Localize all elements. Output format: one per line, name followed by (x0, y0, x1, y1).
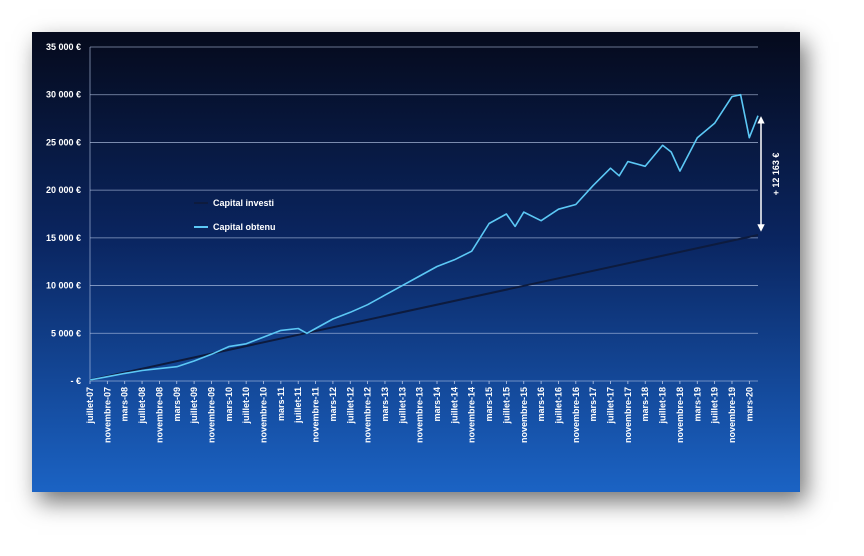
gridlines (89, 46, 758, 382)
x-tick-label: juillet-16 (553, 387, 563, 425)
y-tick-label: 35 000 € (46, 42, 81, 52)
legend-label: Capital obtenu (213, 222, 276, 232)
x-tick-label: juillet-18 (658, 387, 668, 425)
x-tick-label: novembre-17 (623, 387, 633, 443)
line-chart: - € 5 000 € 10 000 € 15 000 € 20 000 € 25 000… (32, 32, 800, 492)
x-tick-label: juillet-09 (189, 387, 199, 425)
x-tick-label: juillet-07 (85, 387, 95, 425)
x-tick-label: novembre-16 (571, 387, 581, 443)
legend-label: Capital investi (213, 198, 274, 208)
x-tick-label: novembre-12 (363, 387, 373, 443)
y-tick-label: 10 000 € (46, 281, 81, 291)
x-tick-label: mars-09 (172, 387, 182, 422)
gain-label: + 12 163 € (771, 153, 781, 196)
x-tick-label: novembre-09 (206, 387, 216, 443)
x-tick-label: juillet-15 (501, 387, 511, 425)
x-tick-label: novembre-19 (727, 387, 737, 443)
series-line-capital-investi (89, 234, 759, 381)
x-tick-label: mars-20 (744, 387, 754, 422)
x-tick-label: mars-11 (276, 387, 286, 421)
y-tick-label: 30 000 € (46, 90, 81, 100)
gain-annotation: + 12 163 € (757, 116, 781, 232)
x-tick-label: juillet-19 (710, 387, 720, 425)
x-tick-label: juillet-12 (345, 387, 355, 425)
x-tick-label: mars-16 (536, 387, 546, 422)
x-tick-label: juillet-13 (397, 387, 407, 425)
x-tick-label: mars-17 (588, 387, 598, 422)
x-tick-label: novembre-15 (519, 387, 529, 443)
y-axis-ticks: - € 5 000 € 10 000 € 15 000 € 20 000 € 25 000… (46, 42, 81, 386)
x-tick-label: juillet-14 (449, 387, 459, 425)
x-tick-label: mars-12 (328, 387, 338, 422)
x-tick-label: novembre-07 (102, 387, 112, 443)
x-tick-label: novembre-13 (415, 387, 425, 443)
y-tick-label: 5 000 € (51, 328, 81, 338)
y-tick-label: 20 000 € (46, 185, 81, 195)
x-tick-label: novembre-10 (259, 387, 269, 443)
legend: Capital investi Capital obtenu (194, 198, 276, 232)
x-axis-ticks: juillet-07 novembre-07 mars-08 juillet-08 no… (85, 381, 754, 443)
x-tick-label: mars-08 (120, 387, 130, 422)
chart-frame: - € 5 000 € 10 000 € 15 000 € 20 000 € 25 000… (32, 32, 800, 492)
x-tick-label: juillet-08 (137, 387, 147, 425)
series-line-capital-obtenu (89, 93, 759, 381)
x-tick-label: juillet-17 (606, 387, 616, 425)
x-tick-label: novembre-08 (154, 387, 164, 443)
x-tick-label: juillet-10 (241, 387, 251, 425)
x-tick-label: mars-18 (640, 387, 650, 422)
x-tick-label: mars-19 (692, 387, 702, 422)
y-tick-label: - € (70, 376, 81, 386)
series-lines (89, 93, 759, 381)
x-tick-label: juillet-11 (293, 387, 303, 424)
x-tick-label: novembre-14 (467, 387, 477, 443)
x-tick-label: novembre-18 (675, 387, 685, 443)
x-tick-label: mars-14 (432, 387, 442, 422)
x-tick-label: novembre-11 (311, 387, 321, 443)
x-tick-label: mars-13 (380, 387, 390, 422)
chart-background (32, 32, 800, 492)
x-tick-label: mars-10 (224, 387, 234, 422)
y-tick-label: 25 000 € (46, 137, 81, 147)
x-tick-label: mars-15 (484, 387, 494, 422)
y-tick-label: 15 000 € (46, 233, 81, 243)
